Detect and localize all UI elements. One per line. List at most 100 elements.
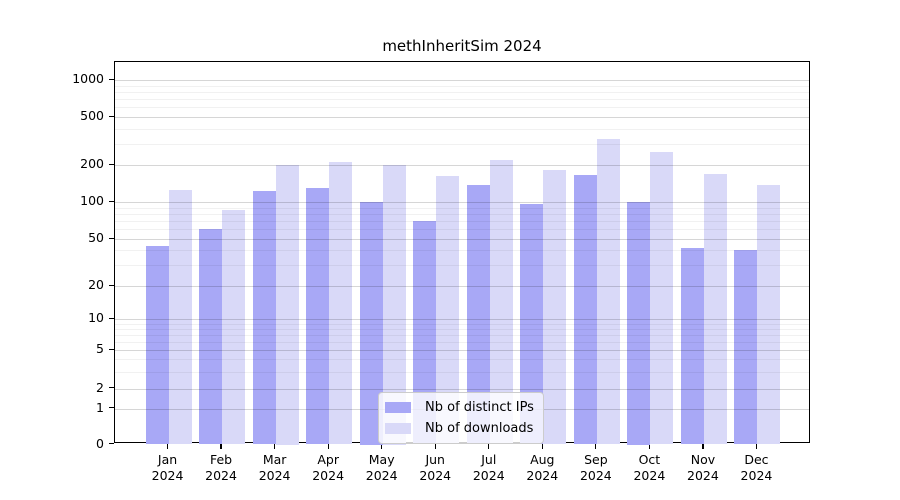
x-tick-mark-jan	[166, 444, 169, 449]
y-tick-mark-1000	[108, 78, 114, 80]
x-tick-month-mar: Mar	[262, 452, 287, 467]
chart-title: methInheritSim 2024	[382, 37, 542, 55]
x-tick-label-apr: Apr 2024	[298, 452, 358, 484]
y-tick-label-1000: 1000	[72, 71, 104, 86]
x-tick-mark-sep	[595, 444, 597, 449]
bar-nb-of-downloads-apr	[329, 161, 353, 445]
bar-nb-of-downloads-may	[382, 165, 406, 445]
y-tick-mark-10	[108, 317, 114, 319]
y-tick-mark-5	[108, 348, 114, 350]
x-tick-month-apr: Apr	[317, 452, 339, 467]
x-tick-year-mar: 2024	[258, 468, 291, 483]
x-tick-month-jan: Jan	[157, 452, 178, 467]
bar-nb-of-distinct-ips-jun	[413, 221, 437, 445]
x-tick-year-oct: 2024	[633, 468, 666, 483]
x-tick-mark-jun	[434, 444, 436, 449]
x-tick-label-jun: Jun 2024	[405, 452, 465, 484]
bar-nb-of-downloads-oct	[650, 152, 674, 445]
x-tick-month-oct: Oct	[638, 452, 661, 467]
x-tick-label-sep: Sep 2024	[566, 452, 626, 484]
legend-swatch-nb-of-downloads	[385, 423, 411, 434]
x-tick-mark-may	[381, 444, 383, 449]
bar-nb-of-downloads-mar	[275, 165, 299, 445]
y-tick-mark-0	[108, 443, 114, 445]
x-tick-month-feb: Feb	[209, 452, 233, 467]
x-tick-label-may: May 2024	[352, 452, 412, 484]
bar-nb-of-distinct-ips-nov	[680, 247, 704, 445]
y-tick-label-2: 2	[96, 379, 104, 395]
x-tick-month-may: May	[368, 452, 395, 467]
bar-nb-of-distinct-ips-apr	[306, 187, 330, 445]
x-tick-year-jun: 2024	[419, 468, 452, 483]
x-tick-mark-feb	[220, 444, 222, 449]
y-tick-mark-1	[108, 407, 114, 409]
x-tick-mark-mar	[274, 444, 276, 449]
x-tick-label-mar: Mar 2024	[245, 452, 305, 484]
bar-nb-of-distinct-ips-feb	[199, 229, 223, 445]
x-tick-mark-dec	[755, 444, 758, 449]
y-tick-label-1: 1	[96, 399, 104, 415]
x-tick-month-aug: Aug	[530, 452, 555, 467]
y-tick-mark-500	[108, 115, 114, 117]
y-tick-mark-2	[108, 387, 114, 389]
x-tick-mark-aug	[541, 444, 543, 449]
y-tick-mark-20	[108, 284, 114, 286]
x-tick-mark-nov	[702, 444, 704, 449]
y-tick-mark-200	[108, 163, 114, 165]
legend-label-nb-of-distinct-ips: Nb of distinct IPs	[425, 400, 534, 415]
bar-nb-of-downloads-nov	[703, 173, 727, 445]
x-tick-year-nov: 2024	[687, 468, 719, 483]
bars-layer	[115, 62, 809, 445]
bar-nb-of-downloads-dec	[757, 184, 781, 445]
x-tick-month-dec: Dec	[744, 452, 769, 467]
x-tick-label-dec: Dec 2024	[726, 452, 786, 484]
y-tick-label-200: 200	[80, 156, 104, 171]
y-tick-label-500: 500	[80, 108, 104, 123]
bar-nb-of-downloads-jul	[489, 160, 513, 445]
x-tick-year-jul: 2024	[472, 468, 505, 483]
y-tick-label-20: 20	[88, 277, 104, 292]
y-tick-label-100: 100	[80, 193, 104, 208]
y-tick-mark-50	[108, 237, 114, 239]
x-tick-month-sep: Sep	[584, 452, 608, 467]
x-tick-year-sep: 2024	[579, 468, 612, 483]
bar-nb-of-distinct-ips-jan	[145, 245, 169, 445]
legend-row-nb-of-downloads: Nb of downloads	[385, 418, 535, 439]
x-tick-month-jun: Jun	[425, 452, 445, 467]
legend-swatch-nb-of-distinct-ips	[385, 402, 411, 413]
bar-nb-of-downloads-sep	[596, 138, 620, 445]
bar-nb-of-downloads-jun	[436, 176, 460, 445]
x-tick-label-jul: Jul 2024	[459, 452, 519, 484]
x-tick-label-nov: Nov 2024	[673, 452, 733, 484]
x-tick-year-dec: 2024	[740, 468, 773, 483]
bar-nb-of-downloads-jan	[168, 190, 192, 445]
x-tick-month-jul: Jul	[481, 452, 497, 467]
bar-nb-of-distinct-ips-may	[359, 202, 383, 445]
x-tick-label-feb: Feb 2024	[191, 452, 251, 484]
bar-nb-of-distinct-ips-jul	[466, 185, 490, 445]
bar-nb-of-distinct-ips-sep	[573, 174, 597, 445]
bar-nb-of-distinct-ips-aug	[520, 203, 544, 445]
x-tick-label-aug: Aug 2024	[512, 452, 572, 484]
x-tick-label-oct: Oct 2024	[619, 452, 679, 484]
y-tick-mark-100	[108, 200, 114, 202]
x-tick-year-may: 2024	[365, 468, 398, 483]
x-tick-year-apr: 2024	[312, 468, 345, 483]
y-tick-label-5: 5	[96, 341, 104, 356]
x-tick-mark-jul	[488, 444, 490, 449]
y-tick-label-10: 10	[88, 310, 104, 326]
x-tick-mark-apr	[327, 444, 329, 449]
plot-area	[114, 61, 810, 445]
bar-nb-of-downloads-aug	[543, 170, 567, 445]
bar-nb-of-downloads-feb	[222, 210, 246, 445]
x-tick-mark-oct	[648, 444, 650, 449]
bar-nb-of-distinct-ips-oct	[627, 202, 651, 445]
x-tick-year-aug: 2024	[526, 468, 559, 483]
y-tick-label-50: 50	[88, 230, 104, 245]
x-tick-label-jan: Jan 2024	[138, 452, 198, 484]
x-tick-month-nov: Nov	[690, 452, 716, 467]
bar-nb-of-distinct-ips-mar	[252, 191, 276, 445]
bar-nb-of-distinct-ips-dec	[734, 250, 758, 445]
legend-label-nb-of-downloads: Nb of downloads	[425, 421, 534, 436]
